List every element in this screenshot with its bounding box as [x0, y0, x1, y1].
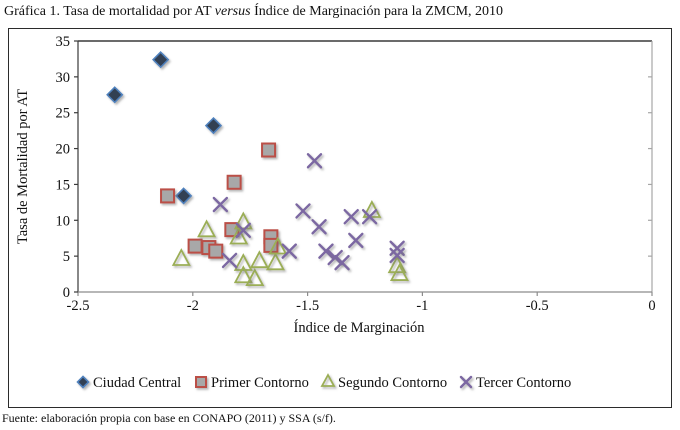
svg-text:35: 35: [56, 34, 71, 50]
svg-text:-1: -1: [416, 298, 428, 314]
svg-text:10: 10: [56, 213, 71, 229]
chart-title: Gráfica 1. Tasa de mortalidad por AT ver…: [4, 4, 503, 20]
source-note: Fuente: elaboración propia con base en C…: [2, 411, 336, 425]
svg-text:25: 25: [56, 106, 71, 122]
svg-text:30: 30: [56, 70, 71, 86]
svg-text:Segundo Contorno: Segundo Contorno: [338, 375, 447, 391]
chart-outer-box: -2.5 -2 -1.5 -1 -0.5 0 0 5 10 15 20 25 30 35 Índice de…: [8, 28, 672, 408]
chart-title-prefix: Gráfica 1. Tasa de mortalidad por AT: [4, 4, 215, 19]
svg-text:15: 15: [56, 177, 71, 193]
svg-text:-2: -2: [187, 298, 199, 314]
legend-item-segundo-contorno: Segundo Contorno: [320, 373, 447, 391]
svg-text:Ciudad Central: Ciudad Central: [93, 375, 181, 391]
series-segundo-contorno: [171, 200, 409, 286]
svg-text:5: 5: [63, 249, 70, 265]
series-ciudad-central: [106, 51, 223, 205]
y-axis-ticks: 0 5 10 15 20 25 30 35: [56, 34, 652, 301]
svg-text:-1.5: -1.5: [296, 298, 319, 314]
svg-text:Primer Contorno: Primer Contorno: [211, 375, 309, 391]
legend-item-ciudad-central: Ciudad Central: [76, 375, 181, 391]
x-axis-ticks: -2.5 -2 -1.5 -1 -0.5 0: [67, 292, 656, 314]
series-primer-contorno: [160, 142, 279, 259]
svg-text:0: 0: [648, 298, 655, 314]
svg-text:0: 0: [63, 285, 70, 301]
y-axis-title: Tasa de Mortalidad por AT: [15, 89, 31, 244]
chart-title-versus: versus: [214, 4, 251, 19]
legend-item-primer-contorno: Primer Contorno: [195, 375, 309, 391]
svg-text:Tercer Contorno: Tercer Contorno: [476, 375, 571, 391]
svg-text:20: 20: [56, 142, 71, 158]
x-axis-title: Índice de Marginación: [294, 319, 426, 336]
scatter-plot: -2.5 -2 -1.5 -1 -0.5 0 0 5 10 15 20 25 30 35 Índice de…: [15, 34, 656, 391]
series-tercer-contorno: [212, 153, 405, 271]
svg-text:-0.5: -0.5: [526, 298, 549, 314]
legend-item-tercer-contorno: Tercer Contorno: [459, 375, 571, 391]
svg-text:-2.5: -2.5: [67, 298, 90, 314]
chart-title-suffix: Índice de Marginación para la ZMCM, 2010: [250, 4, 504, 19]
legend: Ciudad Central Primer Contorno Segundo Con…: [76, 373, 571, 391]
